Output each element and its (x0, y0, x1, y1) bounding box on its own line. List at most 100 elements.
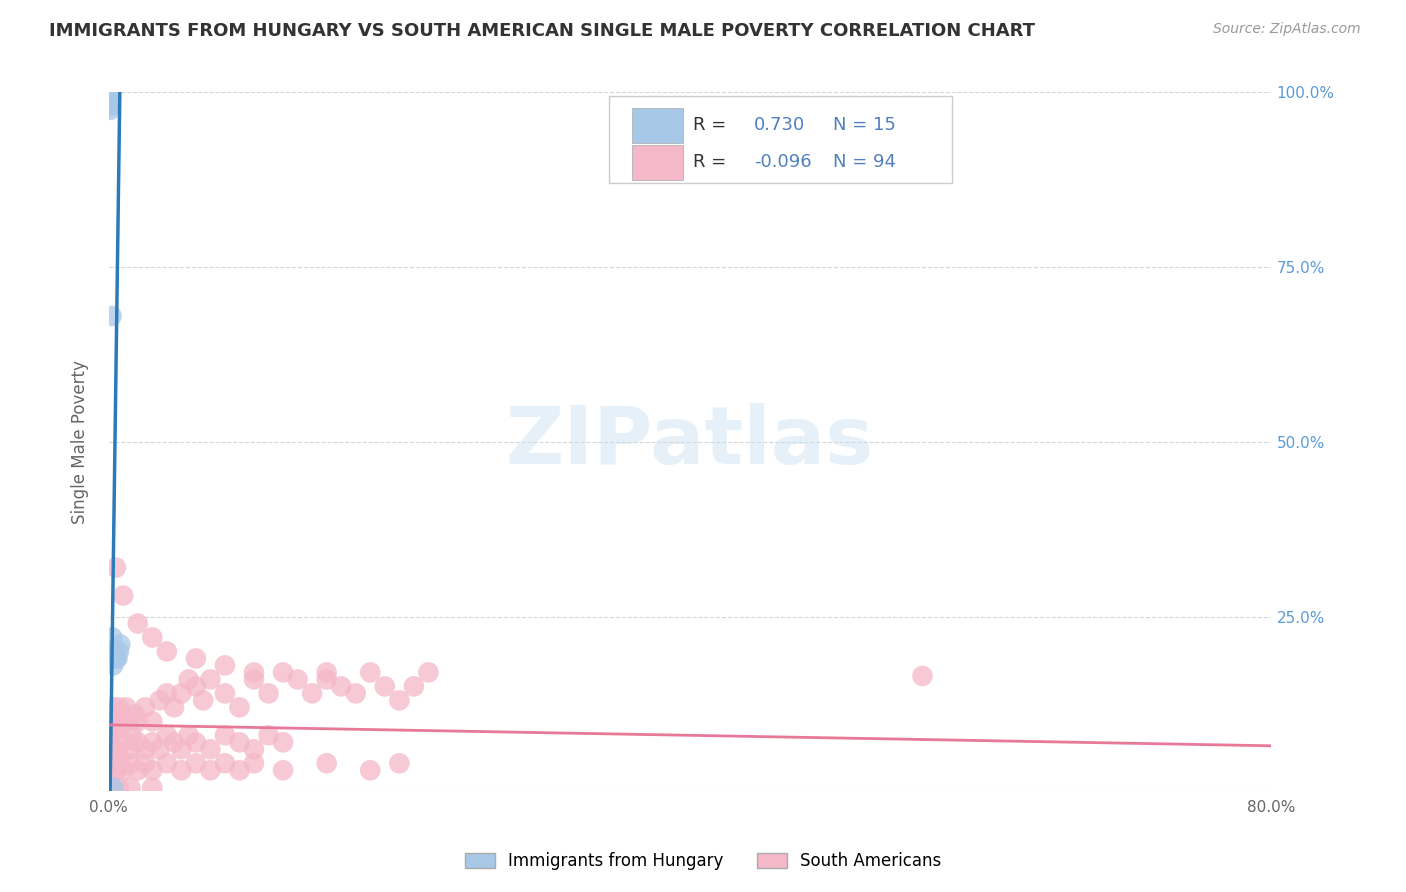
Point (418, 665, 440, 680)
Point (374, 680, 396, 694)
Point (98, 92, 121, 106)
Point (184, 651, 207, 665)
Point (127, 735, 149, 749)
Point (163, 700, 186, 714)
Point (120, 780, 142, 795)
Point (112, 735, 135, 749)
Point (110, 637, 132, 651)
Point (257, 728, 280, 742)
Point (177, 728, 200, 742)
Point (170, 742, 193, 756)
Point (148, 742, 170, 756)
Point (101, 749, 124, 764)
Point (103, 644, 125, 658)
Point (315, 673, 337, 687)
Point (103, 722, 125, 736)
Point (127, 616, 149, 631)
Point (214, 756, 236, 771)
Point (200, 742, 222, 756)
Point (359, 764, 381, 778)
Point (101, 658, 124, 673)
Point (111, 707, 134, 722)
Point (141, 714, 163, 729)
Point (228, 735, 250, 749)
Point (170, 686, 193, 700)
Point (911, 669, 934, 683)
Point (104, 651, 127, 665)
Point (163, 735, 186, 749)
Point (110, 722, 132, 736)
Point (134, 700, 156, 714)
Point (124, 707, 146, 722)
Point (112, 714, 135, 729)
Point (359, 665, 381, 680)
Point (214, 658, 236, 673)
Text: Source: ZipAtlas.com: Source: ZipAtlas.com (1213, 22, 1361, 37)
Point (134, 742, 156, 756)
Point (100, 309, 122, 323)
Point (243, 665, 266, 680)
Point (141, 780, 163, 795)
Point (100, 103, 122, 117)
Point (141, 631, 163, 645)
Point (184, 735, 207, 749)
Point (271, 735, 294, 749)
Text: ZIPatlas: ZIPatlas (506, 403, 875, 481)
Point (184, 756, 207, 771)
Point (243, 756, 266, 771)
Point (101, 631, 124, 645)
Text: R =: R = (693, 153, 733, 171)
Point (156, 644, 179, 658)
Point (243, 673, 266, 687)
Point (107, 764, 129, 778)
Legend: Immigrants from Hungary, South Americans: Immigrants from Hungary, South Americans (458, 846, 948, 877)
Point (103, 756, 125, 771)
Point (112, 589, 135, 603)
Point (287, 673, 309, 687)
Point (170, 764, 193, 778)
Text: 0.730: 0.730 (754, 116, 806, 134)
Point (344, 686, 367, 700)
Point (112, 764, 135, 778)
Point (108, 780, 131, 795)
Point (214, 728, 236, 742)
Point (134, 756, 156, 771)
Point (156, 756, 179, 771)
Point (98, 86, 121, 100)
Point (257, 686, 280, 700)
FancyBboxPatch shape (631, 108, 683, 143)
Point (104, 742, 127, 756)
Point (121, 728, 143, 742)
Point (108, 749, 131, 764)
FancyBboxPatch shape (631, 145, 683, 179)
Point (104, 560, 127, 574)
Point (243, 742, 266, 756)
Text: IMMIGRANTS FROM HUNGARY VS SOUTH AMERICAN SINGLE MALE POVERTY CORRELATION CHART: IMMIGRANTS FROM HUNGARY VS SOUTH AMERICA… (49, 22, 1035, 40)
Point (184, 680, 207, 694)
FancyBboxPatch shape (609, 95, 952, 183)
Point (101, 644, 124, 658)
Point (118, 714, 141, 729)
Point (101, 700, 124, 714)
Y-axis label: Single Male Poverty: Single Male Poverty (72, 359, 89, 524)
Point (108, 700, 131, 714)
Point (120, 756, 142, 771)
Point (228, 700, 250, 714)
Point (388, 756, 411, 771)
Point (402, 680, 425, 694)
Text: -0.096: -0.096 (754, 153, 811, 171)
Point (127, 764, 149, 778)
Point (110, 756, 132, 771)
Point (104, 707, 127, 722)
Point (156, 686, 179, 700)
Point (214, 686, 236, 700)
Point (101, 780, 124, 795)
Point (315, 665, 337, 680)
Point (108, 644, 131, 658)
Point (127, 714, 149, 729)
Point (200, 673, 222, 687)
Point (177, 673, 200, 687)
Point (141, 764, 163, 778)
Point (101, 780, 124, 795)
Text: N = 94: N = 94 (832, 153, 896, 171)
